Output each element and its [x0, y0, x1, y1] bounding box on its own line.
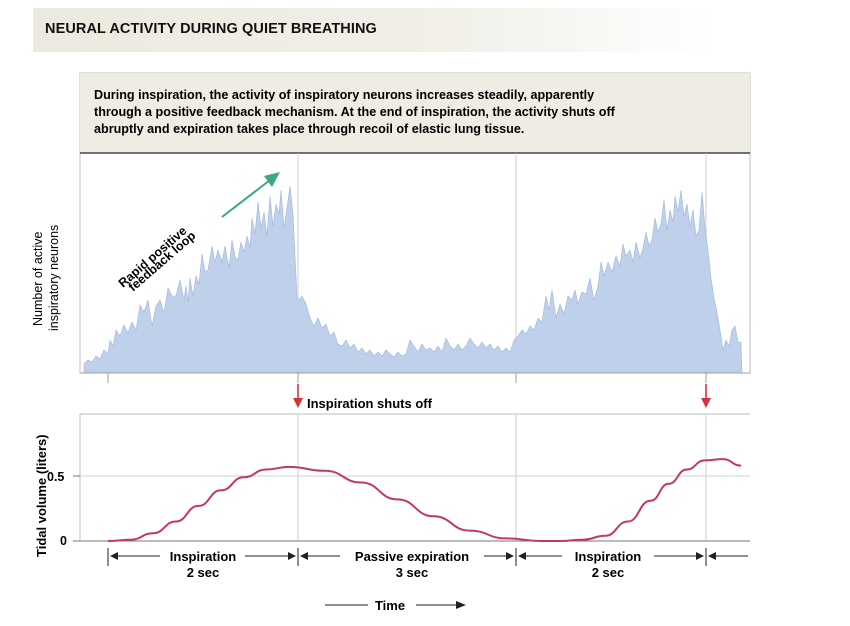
tidal-ylabel: Tidal volume (liters)	[34, 434, 49, 557]
dim-arrowhead	[518, 552, 526, 560]
phase-2-duration: 3 sec	[396, 565, 429, 580]
feedback-arrow-head	[264, 172, 280, 187]
shutoff-label: Inspiration shuts off	[307, 396, 433, 411]
caption-line-1: During inspiration, the activity of insp…	[94, 88, 594, 102]
dim-arrowhead	[696, 552, 704, 560]
feedback-annotation-line-1: Rapid positive	[116, 224, 190, 291]
shutoff-arrow-1-head	[293, 398, 303, 408]
activity-ylabel-line-1: Number of active	[31, 231, 45, 326]
tidal-volume-line	[107, 458, 742, 542]
phase-1-duration: 2 sec	[187, 565, 220, 580]
caption-line-2: through a positive feedback mechanism. A…	[94, 105, 616, 119]
caption-box	[80, 73, 750, 153]
time-arrow-head	[456, 601, 466, 609]
dim-arrowhead	[300, 552, 308, 560]
dim-arrowhead	[288, 552, 296, 560]
phase-3-duration: 2 sec	[592, 565, 625, 580]
phase-3-name: Inspiration	[575, 549, 642, 564]
activity-ylabel-line-2: inspiratory neurons	[47, 225, 61, 331]
caption-line-3: abruptly and expiration takes place thro…	[94, 122, 524, 136]
dim-arrowhead	[110, 552, 118, 560]
ytick-label-0: 0	[60, 534, 67, 548]
title-bar: NEURAL ACTIVITY DURING QUIET BREATHING	[33, 8, 713, 52]
ytick-label-0.5: 0.5	[47, 470, 64, 484]
shutoff-arrow-2-head	[701, 398, 711, 408]
neural-activity-area	[83, 185, 743, 373]
phase-2-name: Passive expiration	[355, 549, 469, 564]
time-axis-label: Time	[375, 598, 405, 613]
dim-arrowhead	[708, 552, 716, 560]
feedback-arrow-shaft	[221, 179, 271, 218]
figure-title: NEURAL ACTIVITY DURING QUIET BREATHING	[45, 21, 377, 37]
dim-arrowhead	[506, 552, 514, 560]
phase-1-name: Inspiration	[170, 549, 237, 564]
